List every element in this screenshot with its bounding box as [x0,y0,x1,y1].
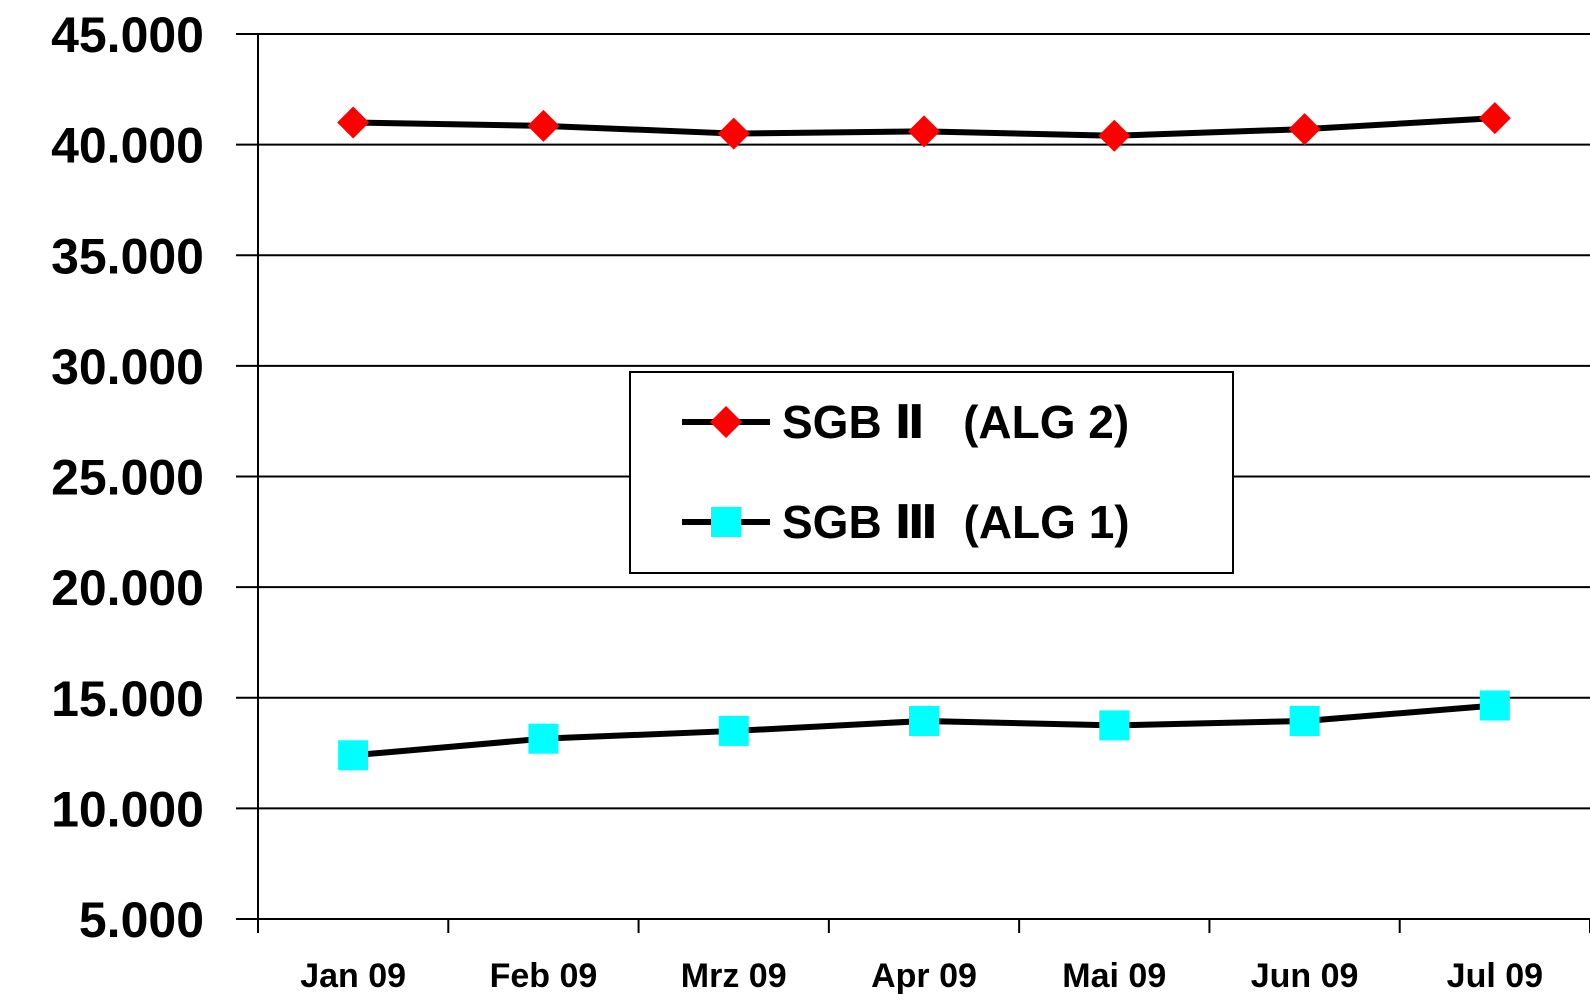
axes: 5.000 10.000 15.000 20.000 25.000 30.000 35.00… [51,7,1590,995]
diamond-marker [337,106,370,139]
x-tick-label: Jan 09 [300,957,406,995]
x-tick-label: Apr 09 [871,957,977,995]
legend-entry: SGB Ⅲ (ALG 1) [682,496,1130,548]
x-tick-label: Jun 09 [1251,957,1359,995]
y-tick-label: 40.000 [51,118,204,174]
legend-box [629,371,1234,574]
legend-entry: SGB Ⅱ (ALG 2) [682,396,1129,448]
legend-label: SGB Ⅲ (ALG 1) [782,496,1130,548]
square-marker [909,705,939,736]
legend-square-marker [711,507,741,537]
diamond-marker [1288,113,1321,146]
y-tick-label: 20.000 [51,560,204,616]
data-series [337,102,1511,771]
square-marker [718,715,749,746]
x-tick-label: Mrz 09 [681,957,787,995]
square-marker [528,723,559,754]
square-marker [1479,690,1510,721]
square-marker [1099,710,1130,741]
x-tick-label: Jul 09 [1447,957,1543,995]
y-tick-label: 15.000 [51,671,204,727]
square-marker [338,740,369,771]
square-marker [1289,705,1320,736]
y-tick-label: 25.000 [51,450,204,506]
y-tick-label: 5.000 [79,892,204,948]
y-tick-label: 30.000 [51,339,204,395]
diamond-marker [527,109,560,142]
series-1 [337,102,1511,152]
y-tick-label: 35.000 [51,228,204,284]
legend: SGB Ⅱ (ALG 2) SGB Ⅲ (ALG 1) [629,371,1234,574]
x-tick-label: Mai 09 [1062,957,1166,995]
legend-label: SGB Ⅱ (ALG 2) [782,396,1129,448]
diamond-marker [908,115,940,148]
diamond-marker [1098,119,1131,152]
y-tick-label: 10.000 [51,781,204,837]
gridlines [258,33,1590,810]
x-tick-label: Feb 09 [490,957,598,995]
series-2 [338,690,1510,771]
legend-diamond-marker [710,406,742,438]
y-tick-label: 45.000 [51,7,204,63]
diamond-marker [1478,102,1511,135]
diamond-marker [717,117,750,150]
